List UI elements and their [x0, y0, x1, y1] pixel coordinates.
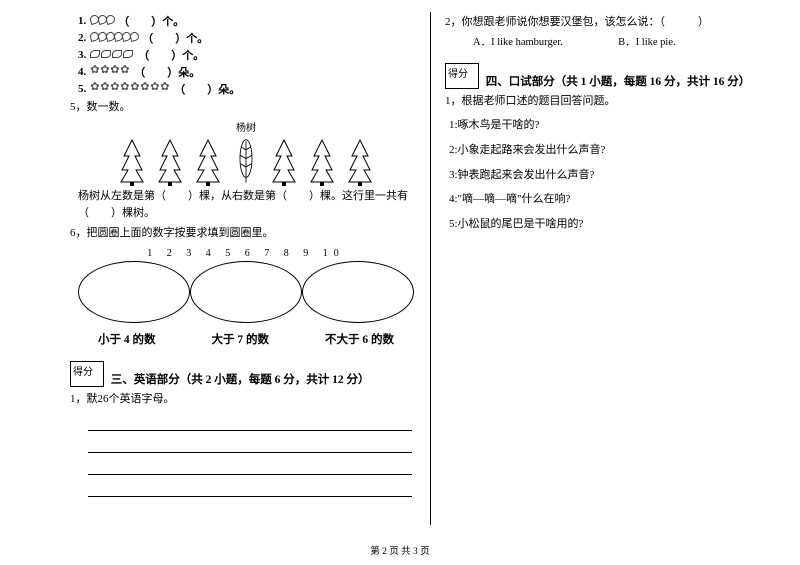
oral-q5: 5:小松鼠的尾巴是干啥用的?	[449, 215, 770, 234]
question-6: 6，把圆圈上面的数字按要求填到圆圈里。	[70, 225, 422, 243]
poplar-tree-icon	[234, 138, 258, 186]
oval-2	[190, 261, 302, 323]
oral-q4: 4:"嘀—嘀—嘀"什么在响?	[449, 190, 770, 209]
left-column: 1. （ ）个。 2. （ ）个。 3. （ ）个。 4. （ ）朵。 5. （…	[70, 12, 430, 525]
q3-num: 3.	[78, 49, 86, 61]
q3-shapes	[90, 49, 134, 61]
q5-num: 5.	[78, 83, 86, 95]
q2-shapes	[90, 32, 138, 44]
question-3: 3. （ ）个。	[70, 47, 422, 63]
q3-tail: （ ）个。	[138, 47, 204, 63]
option-a: A．I like hamburger.	[473, 37, 563, 48]
section-4-header: 得分 四、口试部分（共 1 小题，每题 16 分，共计 16 分）	[445, 63, 770, 89]
oral-q3: 3:钟表跑起来会发出什么声音?	[449, 166, 770, 185]
blank-line	[88, 483, 412, 497]
score-box: 得分	[70, 361, 104, 387]
english-q1: 1，默26个英语字母。	[70, 391, 422, 409]
pine-tree-icon	[158, 138, 182, 186]
option-b: B．I like pie.	[618, 37, 675, 48]
pine-tree-icon	[348, 138, 372, 186]
q4-num: 4.	[78, 66, 86, 78]
q1-num: 1.	[78, 15, 86, 27]
oval-1	[78, 261, 190, 323]
oval-label-2: 大于 7 的数	[212, 331, 270, 347]
pine-tree-icon	[272, 138, 296, 186]
yangshu-label: 杨树	[70, 119, 422, 134]
question-2: 2. （ ）个。	[70, 30, 422, 46]
oral-q2: 2:小象走起路来会发出什么声音?	[449, 141, 770, 160]
question-1: 1. （ ）个。	[70, 13, 422, 29]
section-3-title: 三、英语部分（共 2 小题，每题 6 分，共计 12 分）	[111, 374, 370, 386]
section-4-title: 四、口试部分（共 1 小题，每题 16 分，共计 16 分）	[486, 76, 751, 88]
number-list: 1 2 3 4 5 6 7 8 9 10	[70, 248, 422, 259]
blank-line	[88, 439, 412, 453]
oval-row	[70, 261, 422, 323]
score-box: 得分	[445, 63, 479, 89]
page-container: 1. （ ）个。 2. （ ）个。 3. （ ）个。 4. （ ）朵。 5. （…	[0, 0, 800, 525]
q5-shapes	[90, 83, 170, 96]
q2-tail: （ ）个。	[142, 30, 208, 46]
oral-q1: 1:啄木鸟是干啥的?	[449, 116, 770, 135]
question-5: 5. （ ）朵。	[70, 81, 422, 97]
tree-row	[70, 138, 422, 186]
tree-question: 杨树从左数是第（ ）棵，从右数是第（ ）棵。这行里一共有（ ）棵树。	[70, 188, 422, 223]
oval-3	[302, 261, 414, 323]
blank-line	[88, 417, 412, 431]
pine-tree-icon	[310, 138, 334, 186]
oval-labels: 小于 4 的数 大于 7 的数 不大于 6 的数	[70, 331, 422, 347]
question-5b: 5，数一数。	[70, 99, 422, 117]
page-footer: 第 2 页 共 3 页	[0, 543, 800, 557]
oral-intro: 1，根据老师口述的题目回答问题。	[445, 93, 770, 111]
q1-tail: （ ）个。	[118, 13, 184, 29]
oval-label-3: 不大于 6 的数	[325, 331, 394, 347]
question-4: 4. （ ）朵。	[70, 64, 422, 80]
right-column: 2，你想跟老师说你想要汉堡包，该怎么说：（ ） A．I like hamburg…	[430, 12, 770, 525]
right-q2: 2，你想跟老师说你想要汉堡包，该怎么说：（ ）	[445, 14, 770, 32]
blank-line	[88, 461, 412, 475]
q4-shapes	[90, 66, 130, 79]
pine-tree-icon	[196, 138, 220, 186]
q5-tail: （ ）朵。	[174, 81, 240, 97]
option-row: A．I like hamburger. B．I like pie.	[445, 34, 770, 49]
oval-label-1: 小于 4 的数	[98, 331, 156, 347]
section-3-header: 得分 三、英语部分（共 2 小题，每题 6 分，共计 12 分）	[70, 361, 422, 387]
pine-tree-icon	[120, 138, 144, 186]
q4-tail: （ ）朵。	[134, 64, 200, 80]
q1-shapes	[90, 15, 114, 27]
q2-num: 2.	[78, 32, 86, 44]
